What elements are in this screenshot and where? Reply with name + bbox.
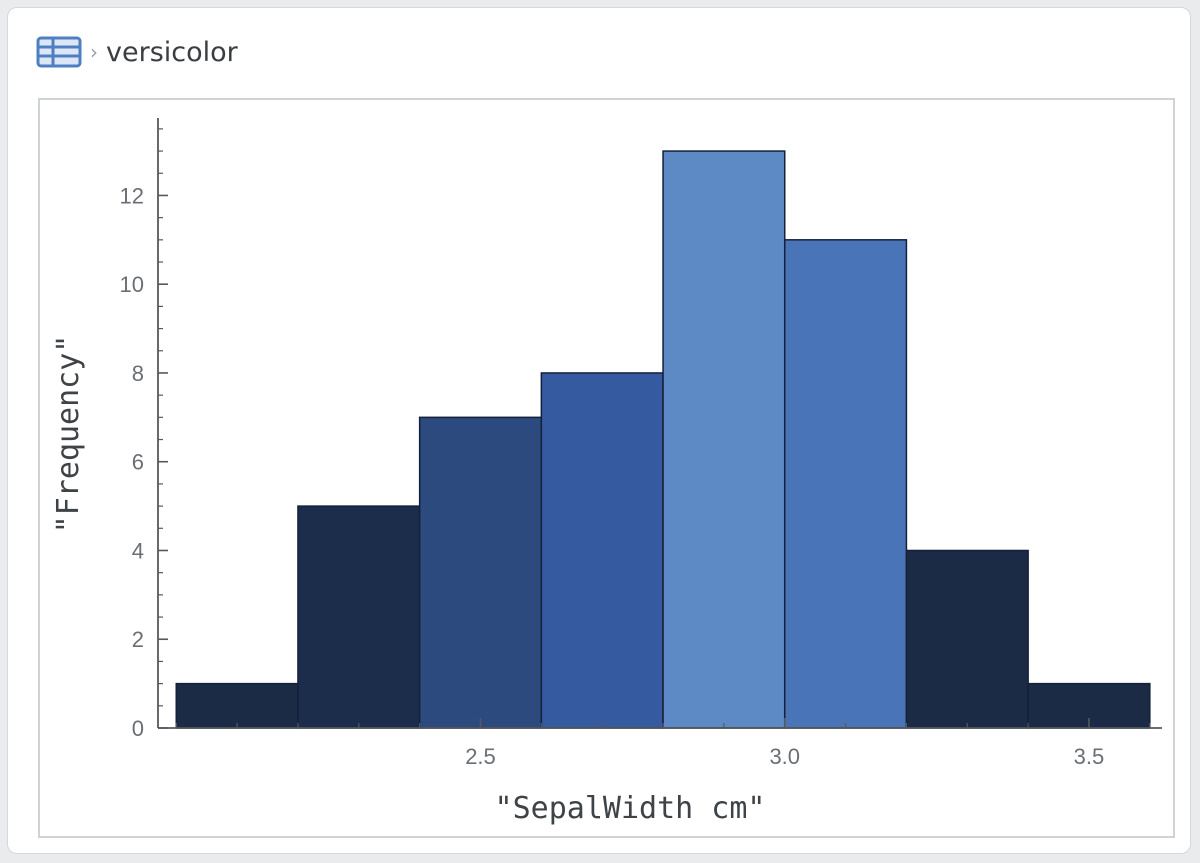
y-tick-label: 8 xyxy=(132,361,144,386)
y-tick-label: 6 xyxy=(132,450,144,475)
notebook-cell: › versicolor 0 2 4 6 8 10 12 2.5 3.0 3.5 "SepalWid… xyxy=(7,7,1191,854)
x-tick-label: 3.5 xyxy=(1074,744,1105,769)
breadcrumb-label: versicolor xyxy=(106,36,238,68)
table-icon[interactable] xyxy=(36,36,82,68)
y-tick-label: 4 xyxy=(132,538,144,563)
x-tick-label: 2.5 xyxy=(465,744,496,769)
y-tick-label: 2 xyxy=(132,627,144,652)
histogram-bar xyxy=(297,505,421,729)
y-axis-title: "Frequency" xyxy=(51,335,86,534)
breadcrumb: › versicolor xyxy=(36,32,238,72)
histogram-chart: 0 2 4 6 8 10 12 2.5 3.0 3.5 "SepalWidth cm" "Freque… xyxy=(38,98,1175,838)
breadcrumb-separator: › xyxy=(90,40,98,64)
histogram-bar xyxy=(783,239,908,729)
histogram-bar xyxy=(540,372,664,729)
y-tick-label: 10 xyxy=(120,272,144,297)
histogram-bar xyxy=(418,416,543,729)
x-tick-label: 3.0 xyxy=(769,744,800,769)
histogram-bar xyxy=(905,549,1029,729)
x-axis-title: "SepalWidth cm" xyxy=(495,791,766,826)
y-tick-label: 12 xyxy=(120,183,144,208)
histogram-svg: 0 2 4 6 8 10 12 2.5 3.0 3.5 "SepalWidth cm" "Freque… xyxy=(51,118,1162,826)
y-tick-label: 0 xyxy=(132,716,144,741)
histogram-bar xyxy=(662,150,786,729)
histogram-bar xyxy=(175,682,299,729)
